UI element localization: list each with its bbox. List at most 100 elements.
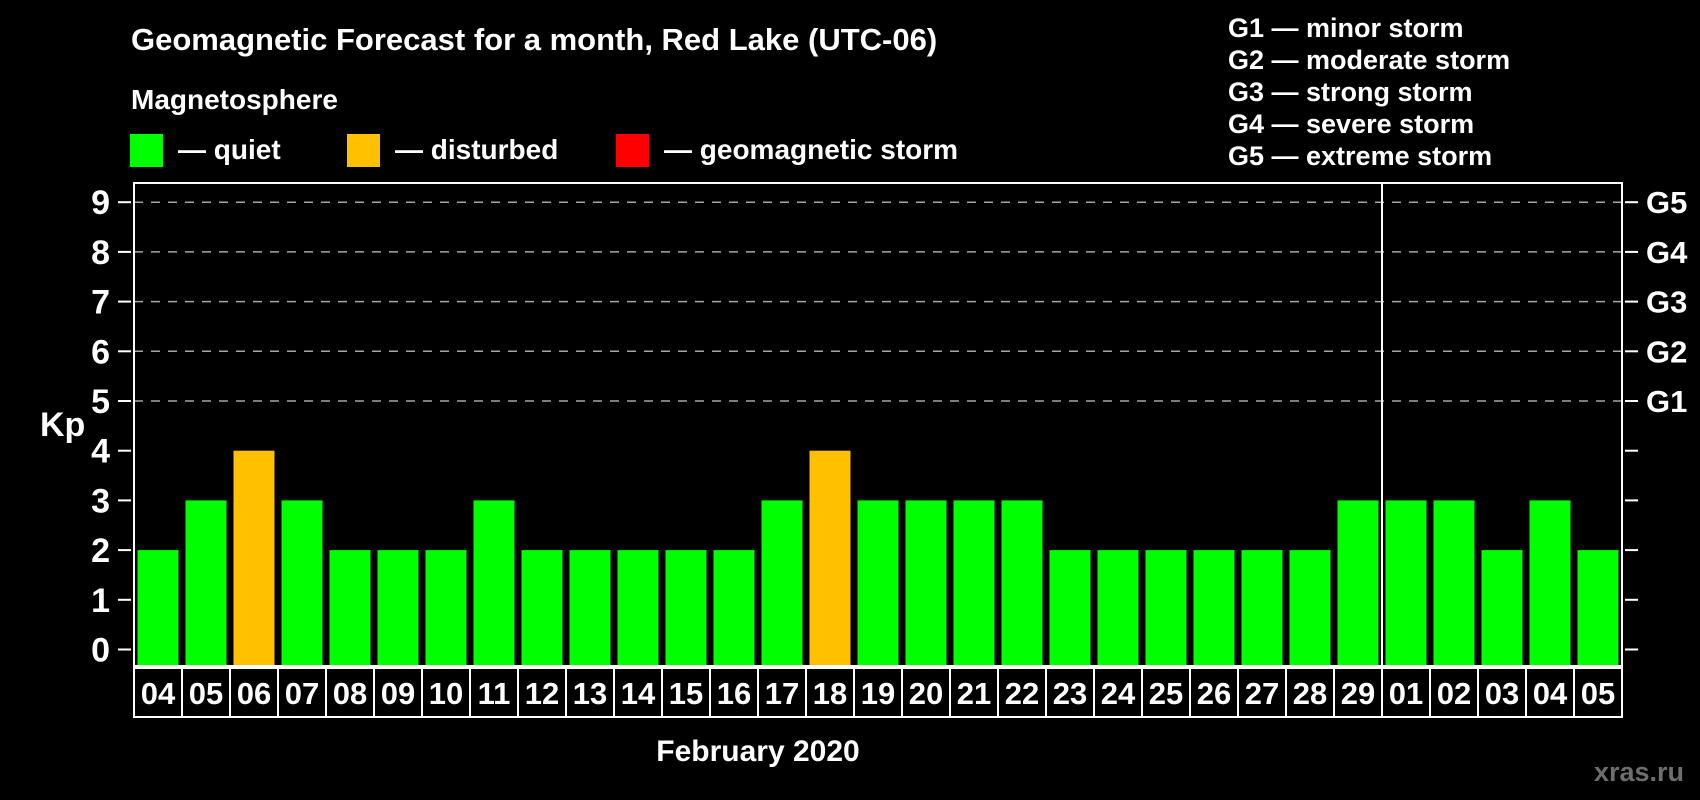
bar-day-05-30 [1577, 550, 1619, 665]
g-legend-line-g4: G4 — severe storm [1228, 109, 1475, 139]
g-legend-line-g3: G3 — strong storm [1228, 77, 1473, 107]
day-label-03-28: 03 [1485, 676, 1519, 711]
bar-day-04-29 [1529, 500, 1571, 665]
bar-day-12-8 [521, 550, 563, 665]
day-cell-04-29 [1525, 667, 1575, 718]
quiet-color-swatch [130, 133, 163, 167]
day-cell-04-0 [133, 667, 183, 718]
bar-day-05-1 [185, 500, 227, 665]
bar-day-13-9 [569, 550, 611, 665]
day-label-27-23: 27 [1245, 676, 1279, 711]
g-legend-line-g2: G2 — moderate storm [1228, 45, 1511, 75]
day-cell-27-23 [1237, 667, 1287, 718]
day-label-08-4: 08 [333, 676, 367, 711]
y-tick-label-8: 8 [91, 234, 110, 272]
day-cell-12-8 [517, 667, 567, 718]
y-tick-label-6: 6 [91, 333, 110, 371]
y-tick-label-3: 3 [91, 482, 110, 520]
day-label-09-5: 09 [381, 676, 415, 711]
bar-day-22-18 [1001, 500, 1043, 665]
right-axis-label-g3: G3 [1646, 285, 1687, 320]
day-label-26-22: 26 [1197, 676, 1231, 711]
day-cell-09-5 [373, 667, 423, 718]
bar-day-23-19 [1049, 550, 1091, 665]
bar-day-07-3 [281, 500, 323, 665]
day-cell-05-30 [1573, 667, 1623, 718]
right-axis-label-g5: G5 [1646, 185, 1687, 220]
day-label-24-20: 24 [1101, 676, 1136, 711]
bar-day-01-26 [1385, 500, 1427, 665]
day-label-25-21: 25 [1149, 676, 1183, 711]
bar-day-11-7 [473, 500, 515, 665]
bar-day-09-5 [377, 550, 419, 665]
bar-day-10-6 [425, 550, 467, 665]
y-tick-label-4: 4 [91, 433, 110, 471]
g-legend-line-g1: G1 — minor storm [1228, 13, 1464, 43]
legend-item-quiet: — quiet [130, 133, 281, 167]
y-axis-title: Kp [40, 406, 86, 444]
day-label-06-2: 06 [237, 676, 271, 711]
y-tick-label-9: 9 [91, 184, 110, 222]
day-label-07-3: 07 [285, 676, 319, 711]
day-cell-23-19 [1045, 667, 1095, 718]
day-cell-16-12 [709, 667, 759, 718]
bar-day-02-27 [1433, 500, 1475, 665]
y-tick-label-0: 0 [91, 632, 110, 670]
day-label-29-25: 29 [1341, 676, 1375, 711]
day-cell-20-16 [901, 667, 951, 718]
day-label-02-27: 02 [1437, 676, 1471, 711]
day-cell-05-1 [181, 667, 231, 718]
day-cell-01-26 [1381, 667, 1431, 718]
day-cell-28-24 [1285, 667, 1335, 718]
bar-day-18-14 [809, 450, 851, 665]
day-label-19-15: 19 [861, 676, 895, 711]
day-cell-10-6 [421, 667, 471, 718]
day-label-20-16: 20 [909, 676, 943, 711]
bar-day-28-24 [1289, 550, 1331, 665]
day-label-13-9: 13 [573, 676, 607, 711]
g-scale-legend: G1 — minor storm G2 — moderate storm G3 … [1228, 12, 1510, 172]
xras-watermark: xras.ru [1593, 757, 1684, 787]
y-tick-label-1: 1 [91, 582, 110, 620]
day-cell-08-4 [325, 667, 375, 718]
day-label-14-10: 14 [621, 676, 656, 711]
disturbed-color-swatch [347, 133, 380, 167]
bar-day-24-20 [1097, 550, 1139, 665]
plot-border [133, 182, 1623, 667]
g-legend-line-g5: G5 — extreme storm [1228, 141, 1493, 171]
day-cell-13-9 [565, 667, 615, 718]
day-cell-14-10 [613, 667, 663, 718]
day-label-12-8: 12 [525, 676, 559, 711]
bar-day-26-22 [1193, 550, 1235, 665]
y-tick-label-2: 2 [91, 532, 110, 570]
day-cell-15-11 [661, 667, 711, 718]
bar-day-17-13 [761, 500, 803, 665]
right-axis-label-g1: G1 [1646, 384, 1687, 419]
day-label-10-6: 10 [429, 676, 463, 711]
bar-day-19-15 [857, 500, 899, 665]
day-label-01-26: 01 [1389, 676, 1423, 711]
day-cell-25-21 [1141, 667, 1191, 718]
day-label-17-13: 17 [765, 676, 799, 711]
legend-label-storm: — geomagnetic storm [664, 134, 959, 165]
legend-label-disturbed: — disturbed [395, 134, 559, 165]
day-label-05-30: 05 [1581, 676, 1615, 711]
day-cell-17-13 [757, 667, 807, 718]
day-label-21-17: 21 [957, 676, 991, 711]
bar-day-08-4 [329, 550, 371, 665]
day-cell-03-28 [1477, 667, 1527, 718]
bar-day-21-17 [953, 500, 995, 665]
bar-day-20-16 [905, 500, 947, 665]
y-tick-label-5: 5 [91, 383, 110, 421]
day-cell-19-15 [853, 667, 903, 718]
day-label-11-7: 11 [478, 676, 511, 711]
bar-day-14-10 [617, 550, 659, 665]
y-tick-label-7: 7 [91, 284, 110, 322]
storm-color-swatch [616, 133, 649, 167]
day-label-23-19: 23 [1053, 676, 1087, 711]
legend-label-quiet: — quiet [178, 134, 281, 165]
bar-day-25-21 [1145, 550, 1187, 665]
day-cell-06-2 [229, 667, 279, 718]
x-axis-month-label: February 2020 [656, 735, 860, 768]
